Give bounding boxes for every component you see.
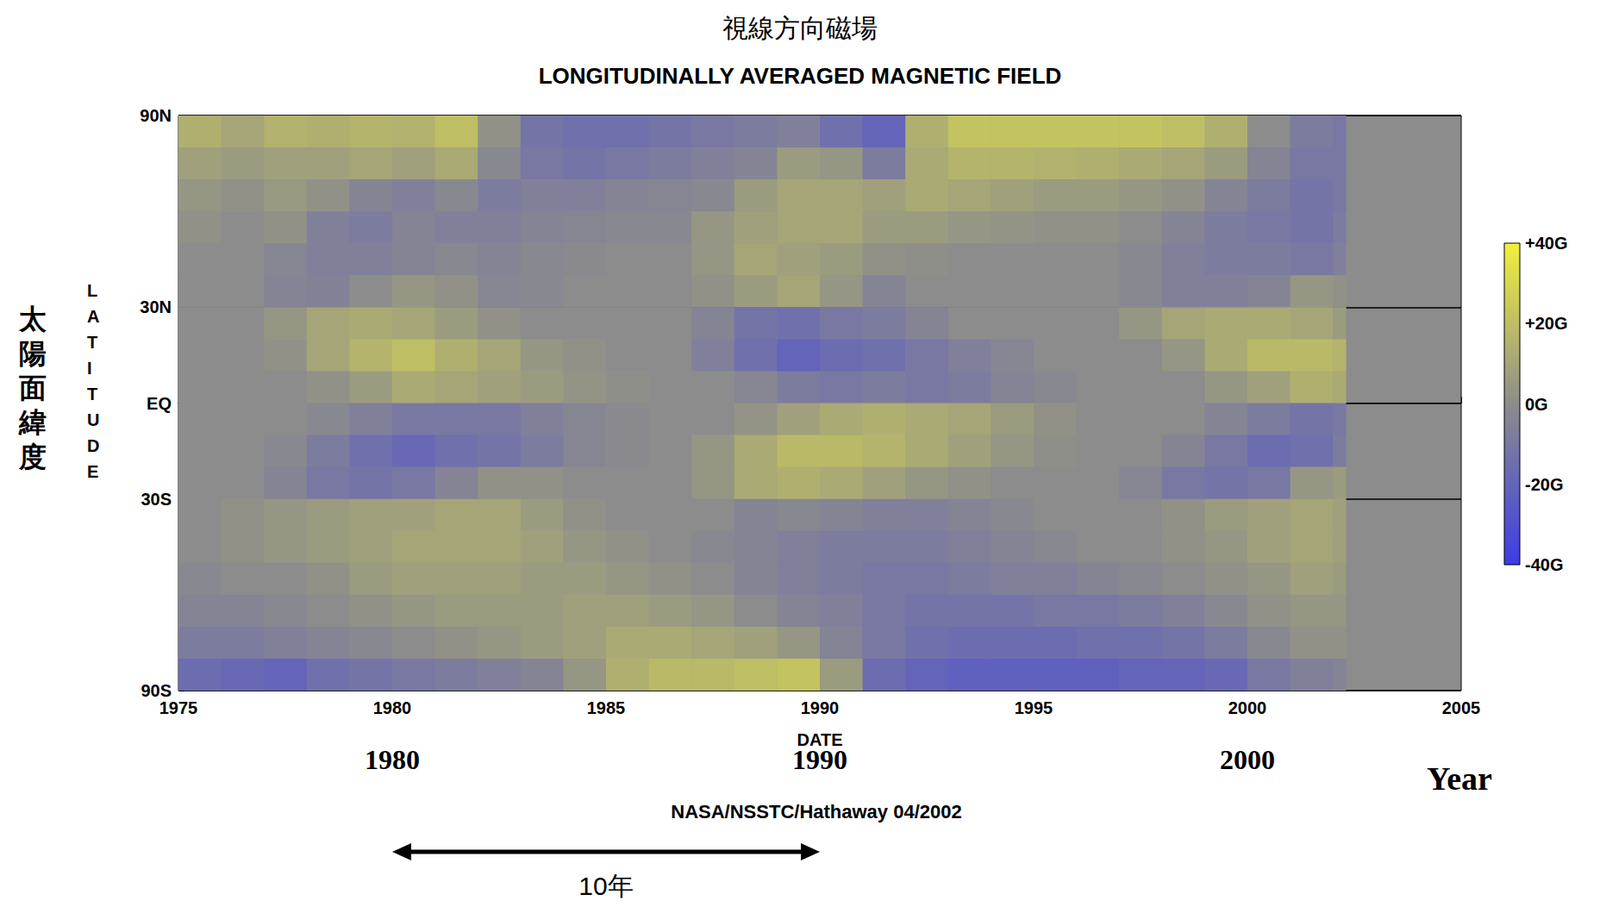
svg-text:-20G: -20G — [1525, 475, 1563, 494]
svg-text:-40G: -40G — [1525, 555, 1563, 575]
svg-text:1985: 1985 — [587, 698, 626, 718]
svg-text:EQ: EQ — [146, 393, 172, 413]
svg-text:10年: 10年 — [578, 871, 633, 900]
svg-text:T: T — [87, 384, 98, 404]
svg-text:30S: 30S — [140, 489, 172, 509]
svg-text:90S: 90S — [140, 681, 172, 700]
svg-text:1980: 1980 — [364, 743, 420, 775]
svg-text:1990: 1990 — [800, 698, 840, 718]
svg-text:陽: 陽 — [18, 337, 47, 369]
svg-text:U: U — [87, 410, 100, 430]
svg-text:視線方向磁場: 視線方向磁場 — [722, 13, 878, 43]
svg-text:D: D — [87, 436, 100, 456]
svg-text:1980: 1980 — [373, 698, 413, 718]
svg-text:NASA/NSSTC/Hathaway 04/2002: NASA/NSSTC/Hathaway 04/2002 — [670, 800, 962, 823]
svg-text:2005: 2005 — [1442, 698, 1482, 718]
svg-text:1995: 1995 — [1014, 698, 1054, 718]
svg-text:90N: 90N — [139, 106, 172, 125]
svg-text:+20G: +20G — [1525, 313, 1568, 333]
svg-text:1990: 1990 — [792, 743, 848, 775]
svg-text:T: T — [87, 332, 98, 352]
svg-text:A: A — [87, 306, 100, 326]
svg-text:太: 太 — [18, 303, 48, 335]
svg-text:L: L — [87, 281, 98, 300]
svg-text:面: 面 — [18, 372, 47, 404]
svg-text:30N: 30N — [139, 297, 172, 317]
svg-text:I: I — [87, 358, 93, 378]
svg-text:DATE: DATE — [797, 730, 844, 750]
svg-text:+40G: +40G — [1525, 233, 1568, 253]
svg-text:2000: 2000 — [1219, 743, 1275, 775]
svg-text:2000: 2000 — [1228, 698, 1268, 718]
svg-text:E: E — [87, 462, 99, 482]
svg-text:Year: Year — [1426, 760, 1493, 797]
svg-text:0G: 0G — [1525, 394, 1549, 414]
svg-text:緯: 緯 — [18, 406, 47, 438]
svg-text:1975: 1975 — [159, 698, 199, 718]
svg-text:LONGITUDINALLY AVERAGED MAGNET: LONGITUDINALLY AVERAGED MAGNETIC FIELD — [538, 62, 1063, 89]
svg-text:度: 度 — [18, 441, 47, 473]
